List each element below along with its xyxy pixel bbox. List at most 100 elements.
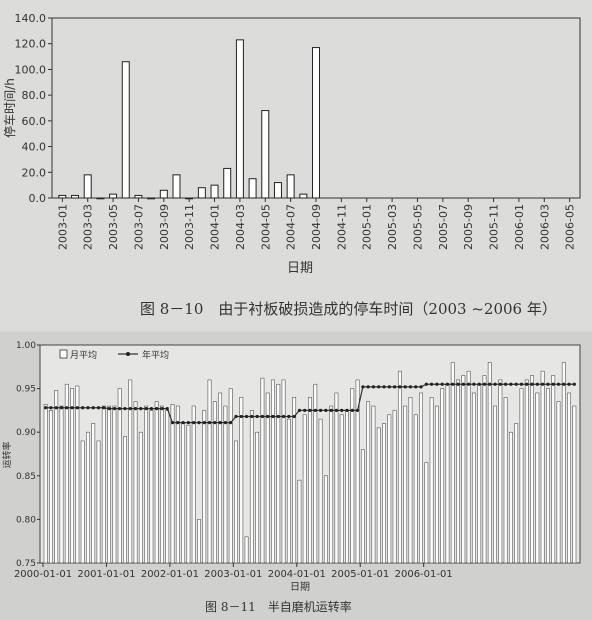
yearly-average-point	[260, 414, 265, 419]
bar	[345, 410, 349, 564]
bar	[503, 397, 508, 564]
yearly-average-point	[509, 382, 513, 386]
bar	[248, 178, 257, 199]
yearly-average-point	[144, 407, 148, 411]
legend-yearly-label: 年平均	[142, 349, 169, 361]
bar	[96, 440, 101, 564]
bar	[175, 405, 180, 564]
bar	[59, 405, 64, 564]
x-tick-label: 2003-11	[183, 204, 196, 250]
yearly-average-point	[424, 382, 428, 386]
bar	[339, 414, 344, 564]
yearly-average-point	[65, 406, 69, 410]
yearly-average-point	[287, 414, 291, 419]
yearly-average-point	[165, 407, 169, 411]
bar	[429, 397, 434, 564]
bar	[197, 187, 206, 199]
bar	[286, 418, 291, 564]
y-tick-label: 0.0	[29, 192, 47, 205]
yearly-average-point	[160, 407, 164, 411]
downtime-bar-chart: 0.0 20.0 40.0 60.0 80.0 100.0 120.0 140.0 2003-0…	[2, 12, 581, 276]
yearly-average-point	[202, 421, 206, 425]
x-tick-label: 2004-07	[285, 204, 298, 250]
bar	[397, 370, 402, 564]
x-tick-label: 2004-01	[209, 204, 222, 250]
x-tick-label: 2003-05	[107, 204, 120, 250]
x-tick-label: 2004-05	[259, 204, 272, 250]
yearly-average-point	[118, 407, 122, 411]
bar	[477, 383, 482, 564]
yearly-average-point	[318, 408, 323, 412]
x-tick-label: 2003-01	[56, 204, 69, 250]
yearly-average-point	[403, 385, 407, 389]
yearly-average-point	[419, 385, 423, 389]
y-tick-label: 60.0	[22, 115, 47, 128]
bar	[312, 47, 320, 199]
bar	[218, 392, 223, 564]
bar	[323, 475, 328, 564]
bar	[276, 383, 281, 564]
bar	[313, 383, 318, 564]
yearly-average-point	[112, 407, 116, 411]
bar	[466, 370, 471, 564]
yearly-average-point	[430, 382, 434, 386]
bar	[210, 184, 219, 199]
bar	[165, 410, 170, 564]
bar	[260, 377, 265, 564]
bar	[334, 392, 339, 564]
bar	[514, 423, 519, 564]
x-tick-label: 2006-05	[564, 204, 577, 250]
bar	[308, 397, 312, 564]
bar	[71, 194, 80, 199]
bar	[366, 401, 371, 564]
bar	[207, 379, 212, 564]
x-tick-label: 2004-11	[335, 204, 348, 250]
bar	[96, 197, 105, 200]
x-tick-label: 2004-03	[234, 204, 247, 250]
yearly-average-point	[281, 414, 286, 419]
bar	[376, 427, 381, 564]
yearly-average-point	[213, 421, 217, 425]
yearly-average-point	[392, 385, 397, 389]
yearly-average-point	[49, 406, 53, 410]
bar	[235, 39, 244, 199]
bar	[54, 390, 59, 564]
y-axis-label: 运转率	[1, 441, 13, 468]
bar	[299, 193, 308, 199]
bar	[273, 182, 282, 199]
bar	[138, 431, 143, 564]
x-tick-label: 2006-03	[538, 204, 551, 250]
bar	[450, 362, 455, 564]
bar	[80, 440, 85, 564]
bar	[181, 423, 186, 564]
yearly-average-point	[255, 414, 259, 419]
x-tick-label: 2005-07	[437, 204, 450, 250]
yearly-average-point	[250, 414, 254, 419]
yearly-average-point	[456, 382, 460, 386]
bar	[212, 401, 217, 564]
yearly-average-point	[414, 385, 418, 389]
bar	[172, 174, 181, 199]
yearly-average-point	[192, 421, 196, 425]
bar	[185, 197, 194, 200]
x-tick-label: 2001-01-01	[77, 569, 135, 580]
figure-caption-8-10: 图 8－10 由于衬板破损造成的停车时间（2003 ~2006 年）	[140, 300, 557, 318]
yearly-average-point	[218, 421, 222, 425]
bar	[540, 370, 545, 564]
x-axis-label: 日期	[287, 261, 313, 276]
bar	[530, 375, 534, 564]
x-tick-label: 2004-09	[310, 204, 323, 250]
bar	[392, 410, 397, 564]
yearly-average-point	[297, 408, 302, 412]
bar	[281, 379, 286, 564]
yearly-average-point	[149, 407, 153, 411]
bar	[440, 388, 445, 564]
yearly-average-point	[75, 406, 79, 410]
x-tick-label: 2005-01-01	[331, 569, 389, 580]
yearly-average-point	[186, 421, 190, 425]
bar	[223, 405, 228, 564]
yearly-average-point	[345, 408, 349, 412]
yearly-average-point	[308, 408, 312, 412]
bar	[43, 403, 48, 564]
bar	[286, 174, 295, 199]
